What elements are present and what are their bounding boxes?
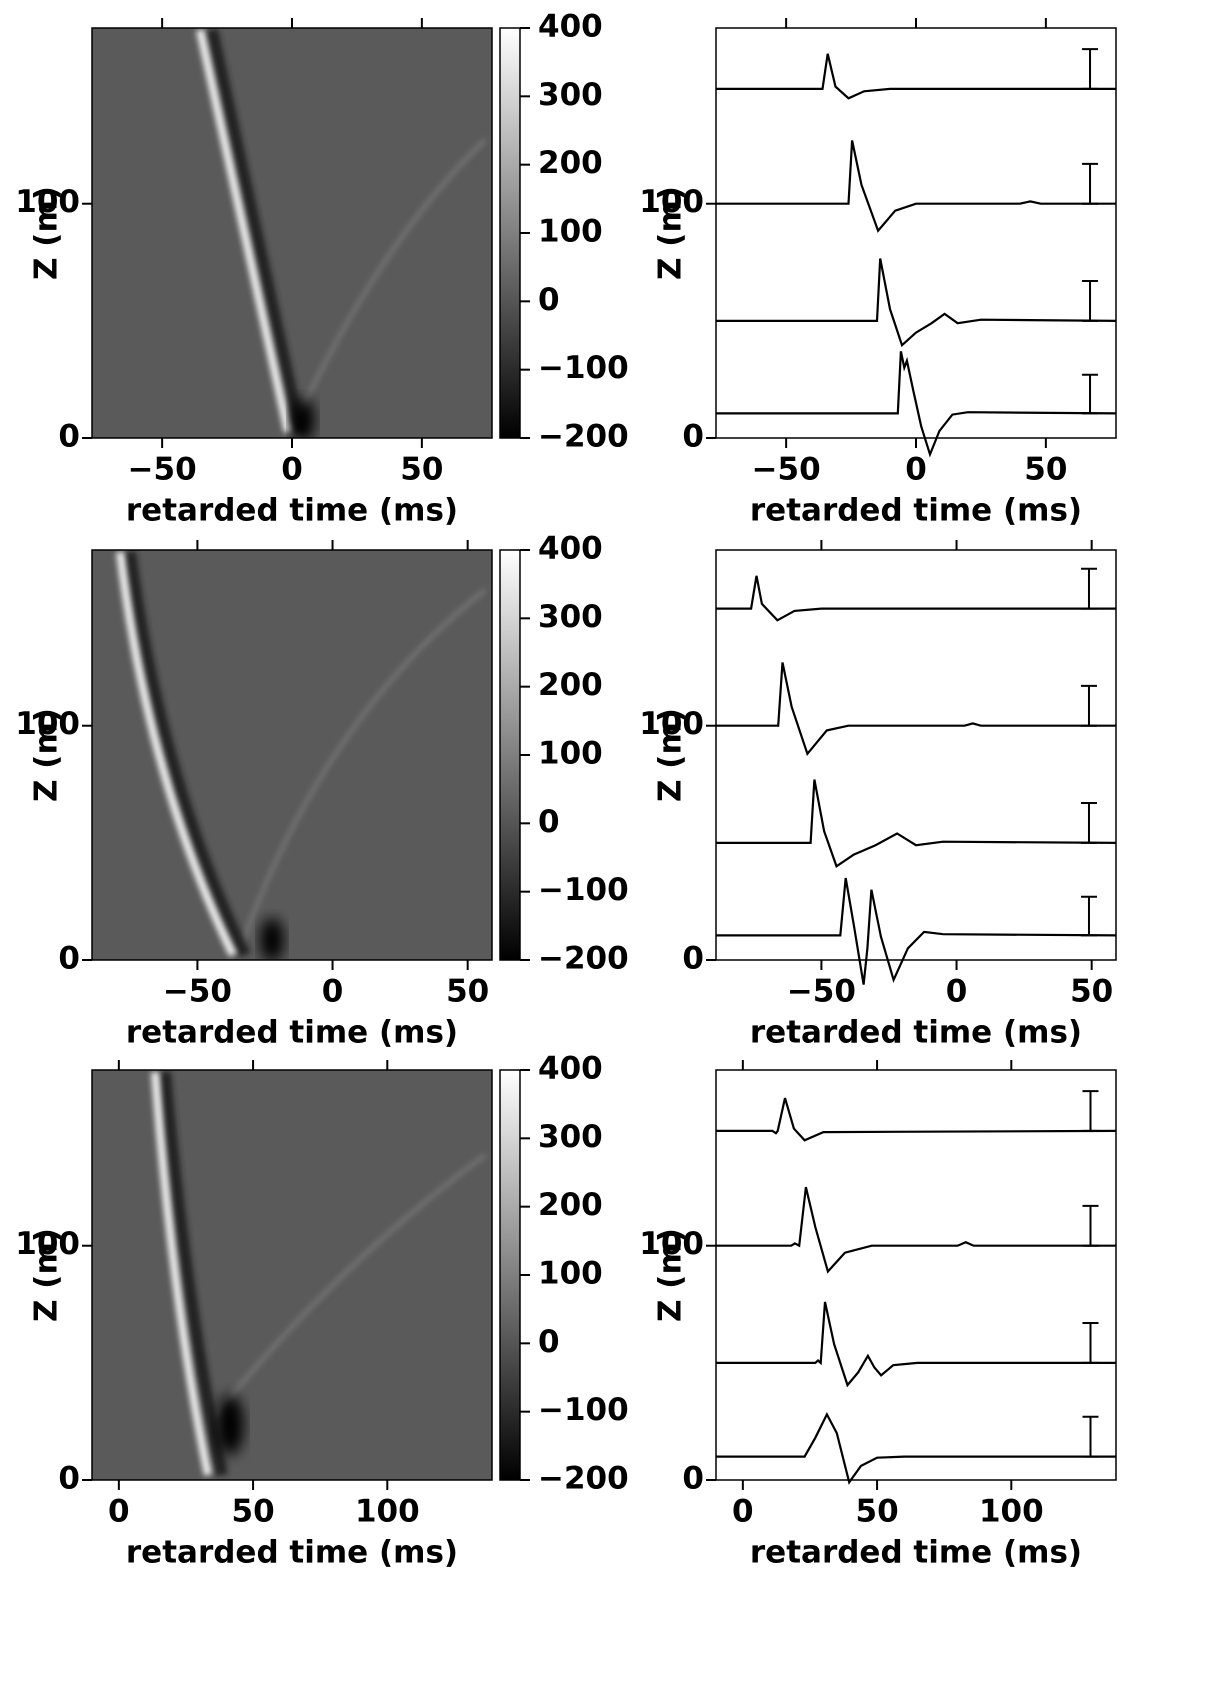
x-tick-label: 100: [355, 1494, 420, 1530]
trace: [716, 351, 1117, 458]
axes-frame: [715, 1069, 1117, 1481]
colorbar-tick-label: 0: [538, 804, 560, 840]
axes-frame: [91, 1069, 493, 1481]
trace: [716, 1186, 1116, 1274]
trace: [716, 1411, 1116, 1485]
y-tick-label: 0: [58, 419, 80, 455]
colorbar-tick-label: 300: [538, 599, 603, 635]
x-tick-label: 0: [322, 974, 344, 1010]
x-tick-label: 50: [856, 1494, 899, 1530]
x-tick-label: −50: [787, 974, 856, 1010]
x-axis-label: retarded time (ms): [750, 1015, 1082, 1051]
trace: [716, 877, 1117, 985]
colorbar-tick-label: −200: [538, 1461, 629, 1497]
y-tick-label: 0: [58, 941, 80, 977]
colorbar: [499, 1069, 521, 1481]
y-axis-label: Z (m): [653, 708, 689, 802]
x-tick-label: −50: [163, 974, 232, 1010]
trace: [716, 53, 1116, 100]
y-tick-label: 0: [682, 419, 704, 455]
colorbar-tick-label: −200: [538, 941, 629, 977]
x-axis-label: retarded time (ms): [750, 493, 1082, 529]
heatmap-image: [92, 550, 492, 960]
colorbar-tick-label: 300: [538, 1119, 603, 1155]
colorbar-tick-label: 200: [538, 667, 603, 703]
y-tick-label: 100: [639, 184, 704, 220]
x-axis-label: retarded time (ms): [750, 1535, 1082, 1571]
x-tick-label: −50: [128, 452, 197, 488]
axes-frame: [715, 549, 1117, 961]
x-tick-label: 0: [281, 452, 303, 488]
heatmap-image: [92, 1070, 492, 1480]
trace: [716, 575, 1116, 622]
colorbar-tick-label: 300: [538, 77, 603, 113]
y-tick-label: 100: [15, 706, 80, 742]
y-axis-label: Z (m): [29, 186, 65, 280]
colorbar-tick-label: 200: [538, 1187, 603, 1223]
colorbar-tick-label: 100: [538, 214, 603, 250]
colorbar-tick-label: 400: [538, 531, 603, 567]
colorbar-tick-label: −100: [538, 1392, 629, 1428]
colorbar-tick-label: 100: [538, 736, 603, 772]
colorbar-tick-label: 0: [538, 282, 560, 318]
trace: [716, 779, 1117, 869]
y-tick-label: 100: [15, 1226, 80, 1262]
x-tick-label: 0: [732, 1494, 754, 1530]
trace: [716, 1097, 1117, 1142]
axes-frame: [91, 549, 493, 961]
x-tick-label: 50: [446, 974, 489, 1010]
y-tick-label: 0: [58, 1461, 80, 1497]
x-axis-label: retarded time (ms): [126, 1535, 458, 1571]
y-axis-label: Z (m): [29, 1228, 65, 1322]
colorbar-tick-label: 0: [538, 1324, 560, 1360]
colorbar: [499, 549, 521, 961]
trace: [716, 258, 1117, 348]
x-tick-label: 0: [905, 452, 927, 488]
x-tick-label: 0: [108, 1494, 130, 1530]
colorbar-tick-label: −100: [538, 350, 629, 386]
colorbar-tick-label: 400: [538, 1051, 603, 1087]
y-axis-label: Z (m): [29, 708, 65, 802]
colorbar-tick-label: 400: [538, 9, 603, 45]
colorbar-tick-label: −100: [538, 872, 629, 908]
x-tick-label: 100: [979, 1494, 1044, 1530]
colorbar-tick-label: 200: [538, 145, 603, 181]
y-tick-label: 0: [682, 1461, 704, 1497]
trace: [716, 662, 1116, 757]
trace: [716, 1301, 1116, 1388]
colorbar-tick-label: −200: [538, 419, 629, 455]
x-tick-label: 50: [232, 1494, 275, 1530]
x-axis-label: retarded time (ms): [126, 493, 458, 529]
x-tick-label: 0: [946, 974, 968, 1010]
x-tick-label: 50: [400, 452, 443, 488]
x-axis-label: retarded time (ms): [126, 1015, 458, 1051]
x-tick-label: 50: [1070, 974, 1113, 1010]
x-tick-label: 50: [1024, 452, 1067, 488]
y-tick-label: 100: [15, 184, 80, 220]
y-axis-label: Z (m): [653, 1228, 689, 1322]
y-tick-label: 0: [682, 941, 704, 977]
x-tick-label: −50: [752, 452, 821, 488]
heatmap-image: [92, 28, 492, 438]
y-tick-label: 100: [639, 1226, 704, 1262]
colorbar: [499, 27, 521, 439]
trace: [716, 140, 1116, 233]
y-axis-label: Z (m): [653, 186, 689, 280]
y-tick-label: 100: [639, 706, 704, 742]
colorbar-tick-label: 100: [538, 1256, 603, 1292]
